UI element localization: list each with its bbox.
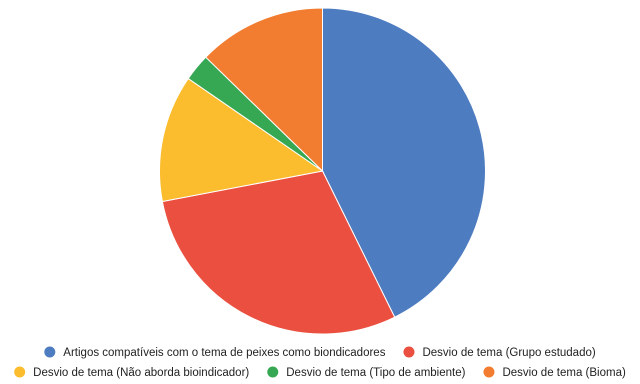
pie-slice-3 bbox=[159, 77, 324, 203]
legend-item-4: Desvio de tema (Tipo de ambiente) bbox=[267, 366, 466, 379]
legend-label-4: Desvio de tema (Tipo de ambiente) bbox=[286, 367, 465, 379]
legend-swatch-4 bbox=[267, 366, 279, 378]
legend-label-1: Artigos compatíveis com o tema de peixes… bbox=[63, 347, 385, 359]
legend-swatch-2 bbox=[403, 346, 415, 358]
legend-item-5: Desvio de tema (Bioma) bbox=[483, 366, 626, 379]
pie-slice-5 bbox=[205, 7, 323, 173]
legend-label-2: Desvio de tema (Grupo estudado) bbox=[422, 347, 595, 359]
legend-label-3: Desvio de tema (Não aborda bioindicador) bbox=[33, 367, 249, 379]
legend-item-3: Desvio de tema (Não aborda bioindicador) bbox=[14, 366, 249, 379]
legend-swatch-5 bbox=[483, 366, 495, 378]
legend-label-5: Desvio de tema (Bioma) bbox=[502, 367, 626, 379]
pie-slices bbox=[159, 7, 486, 335]
legend-swatch-3 bbox=[14, 366, 26, 378]
pie-slice-2 bbox=[161, 170, 396, 335]
legend-item-1: Artigos compatíveis com o tema de peixes… bbox=[44, 346, 386, 359]
legend-row-1: Artigos compatíveis com o tema de peixes… bbox=[44, 346, 596, 359]
pie-slice-1 bbox=[322, 7, 486, 318]
legend-swatch-1 bbox=[44, 346, 56, 358]
legend: Artigos compatíveis com o tema de peixes… bbox=[14, 346, 626, 379]
legend-item-2: Desvio de tema (Grupo estudado) bbox=[403, 346, 596, 359]
legend-row-2: Desvio de tema (Não aborda bioindicador)… bbox=[14, 366, 626, 379]
